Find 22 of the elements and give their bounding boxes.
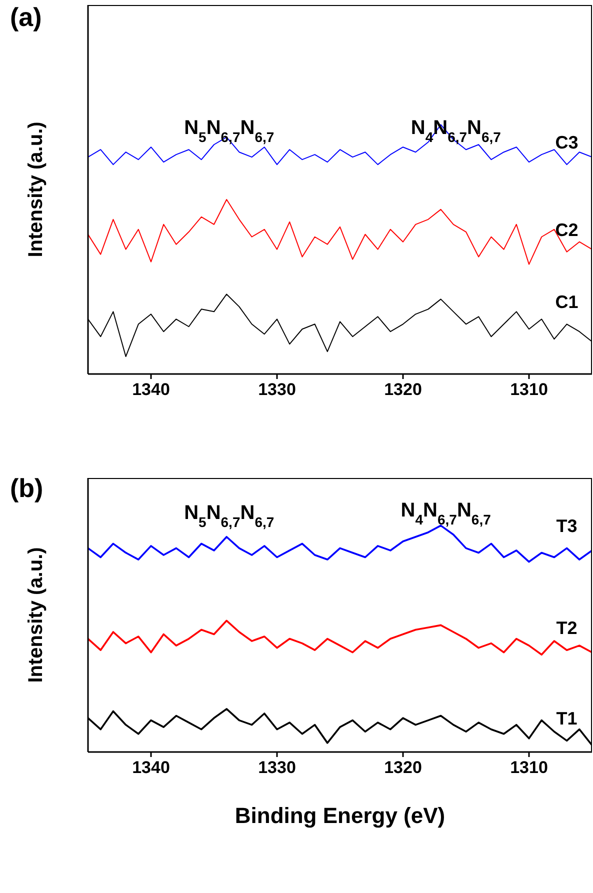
annotation: N$_{4}$N$_{6,7}$N$_{6,7}$	[400, 499, 492, 528]
x-tick-label: 1310	[510, 380, 548, 400]
annotation: N$_{5}$N$_{6,7}$N$_{6,7}$	[184, 502, 274, 530]
x-tick-label: 1320	[384, 380, 422, 400]
y-axis-title: Intensity (a.u.)	[25, 547, 48, 683]
x-tick-label: 1320	[384, 758, 422, 778]
series-label: T2	[556, 618, 578, 638]
series-label: T1	[556, 708, 578, 729]
series-label: C1	[555, 292, 578, 312]
y-axis-title: Intensity (a.u.)	[25, 122, 48, 258]
x-tick-label: 1310	[510, 758, 548, 778]
series-label: T3	[556, 516, 578, 536]
x-axis-title: Binding Energy (eV)	[234, 803, 446, 828]
chart-title: (a)	[10, 2, 42, 33]
x-tick-label: 1330	[258, 758, 296, 778]
series-label: C2	[555, 220, 578, 240]
x-tick-label: 1340	[132, 380, 170, 400]
x-tick-label: 1330	[258, 380, 296, 400]
annotation: N$_{5}$N$_{6,7}$N$_{6,7}$	[184, 117, 274, 146]
chart-title: (b)	[10, 473, 44, 504]
x-tick-label: 1340	[132, 758, 170, 778]
series-label: C3	[555, 132, 578, 153]
